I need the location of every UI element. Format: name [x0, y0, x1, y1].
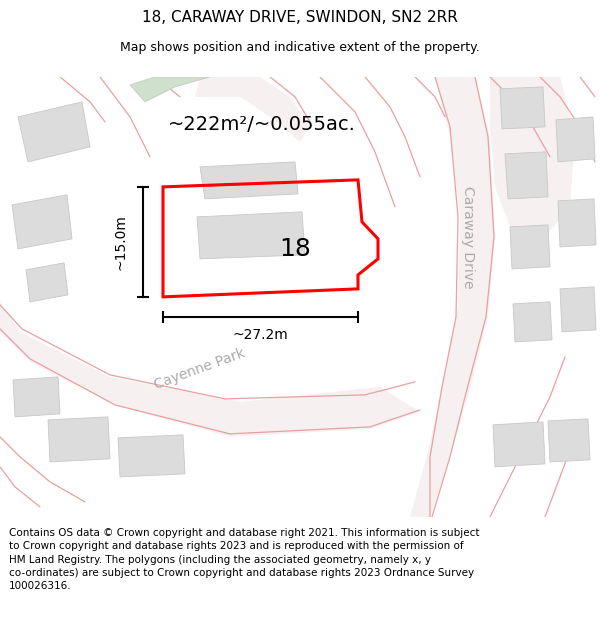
- Polygon shape: [558, 199, 596, 247]
- Polygon shape: [195, 77, 310, 142]
- Text: ~222m²/~0.055ac.: ~222m²/~0.055ac.: [168, 116, 356, 134]
- Polygon shape: [130, 77, 210, 102]
- Polygon shape: [513, 302, 552, 342]
- Text: Map shows position and indicative extent of the property.: Map shows position and indicative extent…: [120, 41, 480, 54]
- Polygon shape: [13, 377, 60, 417]
- Text: ~27.2m: ~27.2m: [233, 328, 289, 342]
- Polygon shape: [197, 212, 305, 259]
- Polygon shape: [548, 419, 590, 462]
- Polygon shape: [26, 263, 68, 302]
- Polygon shape: [560, 287, 596, 332]
- Polygon shape: [490, 77, 575, 237]
- Polygon shape: [505, 152, 548, 199]
- Polygon shape: [18, 102, 90, 162]
- Text: 18: 18: [279, 237, 311, 261]
- Polygon shape: [118, 435, 185, 477]
- Text: 18, CARAWAY DRIVE, SWINDON, SN2 2RR: 18, CARAWAY DRIVE, SWINDON, SN2 2RR: [142, 10, 458, 25]
- Text: Caraway Drive: Caraway Drive: [461, 186, 475, 288]
- Polygon shape: [48, 417, 110, 462]
- Polygon shape: [12, 195, 72, 249]
- Polygon shape: [500, 87, 545, 129]
- Text: Cayenne Park: Cayenne Park: [152, 346, 247, 392]
- Polygon shape: [556, 117, 595, 162]
- Polygon shape: [0, 302, 420, 437]
- Polygon shape: [510, 225, 550, 269]
- Polygon shape: [410, 77, 495, 517]
- Polygon shape: [200, 162, 298, 199]
- Text: Contains OS data © Crown copyright and database right 2021. This information is : Contains OS data © Crown copyright and d…: [9, 528, 479, 591]
- Polygon shape: [493, 422, 545, 467]
- Text: ~15.0m: ~15.0m: [114, 214, 128, 270]
